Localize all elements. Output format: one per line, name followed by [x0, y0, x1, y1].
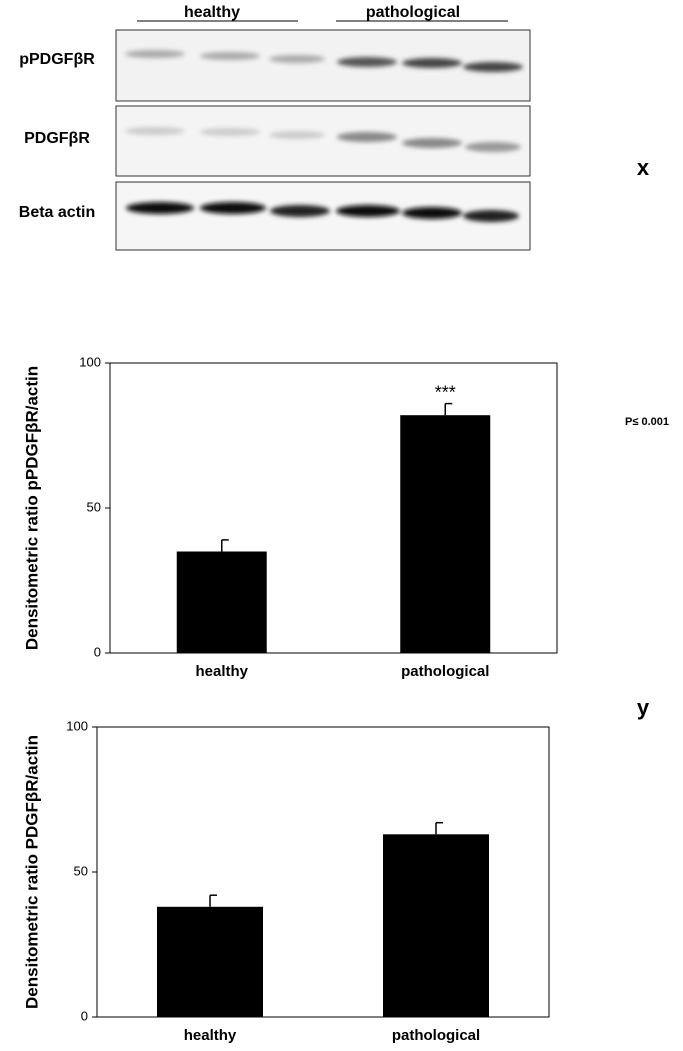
group-label: healthy	[184, 4, 240, 21]
x-tick-label: pathological	[401, 663, 489, 680]
blot-box	[115, 181, 531, 251]
bar	[157, 906, 263, 1017]
bands	[125, 50, 523, 222]
y-tick-label: 0	[81, 1008, 88, 1023]
y-tick-label: 50	[74, 863, 88, 878]
y-axis-label: Densitometric ratio pPDGFβR/actin	[22, 366, 41, 650]
x-tick-label: healthy	[184, 1027, 237, 1044]
panel-label: x	[637, 155, 650, 180]
x-tick-label: pathological	[392, 1027, 480, 1044]
p-value-note: P≤ 0.001	[625, 416, 669, 428]
row-label: pPDGFβR	[19, 51, 95, 68]
group-label: pathological	[366, 4, 460, 21]
y-tick-label: 100	[79, 354, 101, 369]
bar	[176, 551, 267, 653]
blot	[115, 29, 531, 251]
x-tick-label: healthy	[195, 663, 248, 680]
blot-box	[115, 29, 531, 102]
y-tick-label: 100	[66, 718, 88, 733]
bar	[383, 834, 489, 1017]
row-label: PDGFβR	[24, 130, 90, 147]
blot-box	[115, 105, 531, 177]
panel-label: y	[637, 695, 650, 720]
y-tick-label: 50	[87, 499, 101, 514]
y-tick-label: 0	[94, 644, 101, 659]
annotation: ***	[435, 382, 456, 402]
row-label: Beta actin	[19, 204, 95, 221]
bar	[400, 415, 491, 653]
y-axis-label: Densitometric ratio PDGFβR/actin	[22, 735, 41, 1009]
